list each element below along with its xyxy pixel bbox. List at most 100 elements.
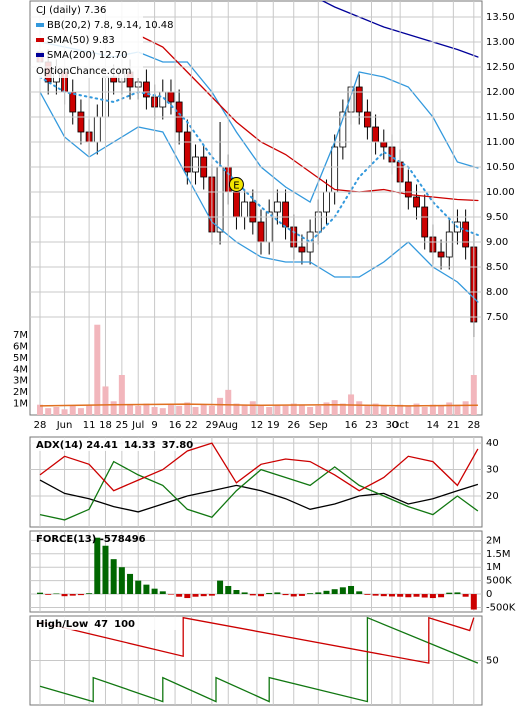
series-line (39, 460, 479, 521)
bar (380, 405, 387, 415)
bar (118, 567, 125, 595)
candle-body (143, 81, 150, 98)
bar (94, 537, 101, 595)
bar (225, 389, 232, 415)
event-label: E (233, 181, 239, 192)
x-tick-label: Aug (218, 420, 238, 431)
bar (86, 404, 93, 415)
bar (102, 386, 109, 415)
legend-label: 14.33 (124, 440, 156, 451)
bar (241, 592, 248, 595)
candle-body (339, 111, 347, 148)
y-tick-label: 30 (486, 465, 499, 476)
legend-label: High/Low (36, 619, 88, 630)
bar (470, 594, 477, 610)
bar (274, 592, 281, 595)
legend-swatch (36, 53, 44, 57)
bar (45, 408, 52, 415)
y-tick-label: -500K (486, 602, 516, 613)
y-tick-label: 0 (486, 589, 492, 600)
y-tick-label: 7M (13, 330, 28, 341)
bar (429, 594, 436, 599)
x-tick-label: 22 (185, 420, 198, 431)
y-tick-label: 11.00 (486, 137, 515, 148)
bar (397, 594, 404, 597)
bar (151, 588, 158, 595)
bar (45, 594, 52, 595)
bar (69, 594, 76, 596)
x-tick-label: 16 (345, 420, 358, 431)
x-tick-label: 11 (83, 420, 96, 431)
bar (462, 401, 469, 415)
bar (356, 401, 363, 415)
x-tick-label: 14 (427, 420, 440, 431)
legend-box (31, 617, 181, 630)
bar (438, 594, 445, 598)
bar (454, 592, 461, 595)
y-tick-label: 13.00 (486, 37, 515, 48)
bar (388, 407, 395, 415)
bar (258, 405, 264, 415)
bar (446, 592, 453, 595)
y-tick-label: 500K (486, 576, 512, 587)
x-tick-label: 30 (386, 420, 399, 431)
watermark: OptionChance.com (36, 66, 131, 77)
bar (405, 594, 412, 598)
bar (217, 580, 224, 595)
bar (143, 403, 150, 415)
bar (176, 594, 183, 597)
bar (184, 594, 191, 599)
x-tick-label: 29 (206, 420, 219, 431)
legend-label: 47 (94, 619, 108, 630)
bar (208, 405, 215, 415)
legend-box (31, 2, 143, 78)
x-tick-label: 16 (169, 420, 182, 431)
candle-body (372, 126, 379, 143)
bar (323, 402, 330, 415)
bar (339, 587, 346, 595)
candle-body (355, 86, 363, 113)
bar (159, 591, 166, 595)
legend-label: BB(20,2) 7.8, 9.14, 10.48 (47, 20, 173, 31)
candle-body (249, 201, 257, 223)
series-line (39, 442, 479, 492)
bar (364, 404, 371, 415)
y-tick-label: 11.50 (486, 112, 515, 123)
bar (290, 594, 297, 597)
bar (258, 594, 264, 597)
y-tick-label: 10.00 (486, 187, 515, 198)
legend-label: SMA(50) 9.83 (47, 35, 115, 46)
overlay-line (141, 36, 479, 202)
x-tick-label: Sep (309, 420, 328, 431)
bar (167, 404, 174, 415)
x-tick-label: 28 (34, 420, 47, 431)
bar (298, 404, 305, 415)
bar (37, 592, 43, 595)
bar (110, 559, 117, 595)
bar (307, 407, 314, 415)
bar (217, 397, 224, 415)
x-tick-label: 23 (365, 420, 378, 431)
event-marker (228, 177, 244, 192)
bar (118, 375, 125, 415)
bar (470, 375, 477, 415)
bar (388, 594, 395, 597)
x-tick-label: 19 (267, 420, 280, 431)
x-tick-label: 21 (447, 420, 460, 431)
bar (290, 403, 297, 415)
bar (176, 405, 183, 415)
bar (462, 594, 469, 597)
y-tick-label: 2M (486, 535, 501, 546)
bar (53, 407, 60, 415)
candle-body (364, 111, 371, 128)
y-tick-label: 4M (13, 364, 28, 375)
bar (274, 404, 281, 415)
y-tick-label: 40 (486, 438, 499, 449)
bar (446, 402, 453, 415)
bar (208, 594, 215, 596)
y-tick-label: 1M (13, 399, 28, 410)
candle-body (462, 221, 470, 248)
x-tick-label: Oct (391, 420, 408, 431)
bar (348, 585, 355, 595)
series-line (39, 479, 479, 513)
